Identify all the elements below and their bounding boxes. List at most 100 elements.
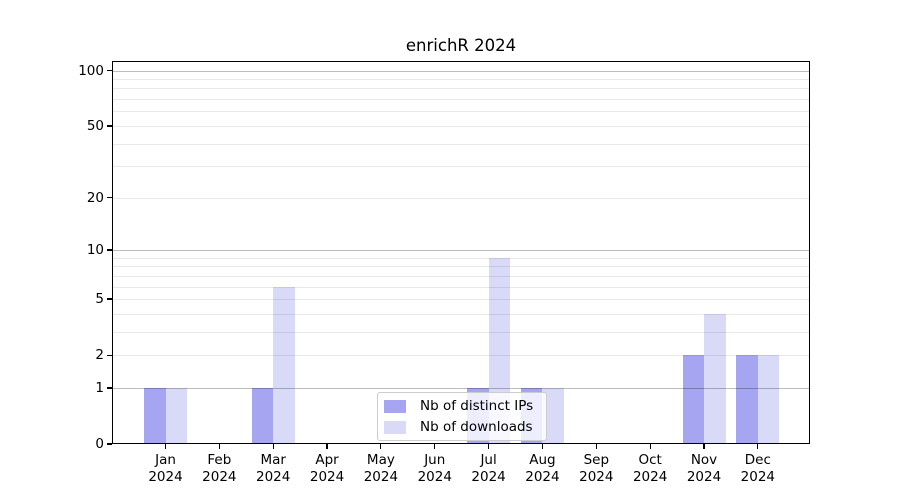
x-tick-year: 2024	[579, 469, 614, 485]
y-tick-label: 10	[86, 242, 104, 258]
gridline-minor	[112, 197, 810, 199]
legend-row-downloads: Nb of downloads	[384, 419, 540, 435]
gridline-minor	[112, 125, 810, 127]
legend-label-downloads: Nb of downloads	[420, 419, 533, 435]
x-tick-label-oct: Oct 2024	[610, 452, 690, 486]
x-tick-month: Mar	[260, 452, 286, 468]
y-tick-mark	[107, 249, 112, 251]
x-tick-mark	[380, 444, 382, 449]
gridline-minor	[112, 266, 810, 268]
x-tick-year: 2024	[632, 469, 668, 485]
gridline-minor	[112, 79, 810, 81]
gridline-major	[112, 70, 810, 72]
bar-nb-of-distinct-ips-nov	[682, 355, 704, 444]
y-tick-mark	[107, 443, 112, 445]
x-tick-month: Sep	[583, 452, 610, 468]
x-tick-month: Jul	[480, 452, 497, 468]
y-tick-label: 20	[86, 189, 104, 206]
x-tick-year: 2024	[471, 469, 506, 485]
bar-nb-of-distinct-ips-mar	[251, 387, 274, 444]
x-tick-mark	[703, 444, 705, 449]
x-tick-year: 2024	[686, 469, 722, 485]
x-tick-label-jun: Jun 2024	[395, 452, 475, 486]
y-tick-label: 100	[78, 62, 104, 79]
y-tick-mark	[107, 387, 112, 389]
gridline-minor	[112, 299, 810, 301]
gridline-major	[112, 250, 810, 251]
x-tick-year: 2024	[525, 469, 560, 485]
gridline-minor	[112, 331, 810, 333]
gridline-minor	[112, 275, 810, 277]
y-tick-mark	[107, 298, 112, 300]
y-tick-label: 5	[95, 291, 104, 308]
x-tick-month: Feb	[207, 452, 232, 468]
y-tick-mark	[107, 70, 112, 72]
x-tick-month: Apr	[315, 452, 339, 468]
x-tick-month: Jan	[155, 452, 176, 468]
bar-nb-of-downloads-nov	[704, 313, 726, 444]
x-tick-month: May	[366, 452, 395, 468]
x-tick-mark	[434, 444, 436, 449]
x-tick-label-apr: Apr 2024	[287, 452, 367, 486]
x-tick-label-may: May 2024	[341, 452, 421, 486]
x-tick-year: 2024	[417, 469, 452, 485]
y-tick-label: 0	[95, 436, 104, 452]
gridline-minor	[112, 111, 810, 113]
gridline-minor	[112, 286, 810, 288]
x-tick-label-aug: Aug 2024	[502, 452, 582, 486]
x-tick-year: 2024	[740, 469, 776, 485]
x-tick-mark	[272, 444, 274, 449]
y-tick-label: 1	[95, 379, 104, 396]
gridline-minor	[112, 88, 810, 90]
gridline-minor	[112, 143, 810, 145]
x-tick-mark	[757, 444, 759, 449]
x-tick-mark	[326, 444, 328, 449]
x-tick-month: Dec	[744, 452, 771, 468]
y-tick-mark	[107, 197, 112, 199]
y-tick-mark	[107, 125, 112, 127]
gridline-minor	[112, 166, 810, 168]
x-tick-mark	[649, 444, 651, 449]
y-tick-label: 50	[86, 117, 104, 134]
bar-nb-of-downloads-dec	[757, 355, 780, 444]
gridline-major	[112, 387, 810, 389]
x-tick-year: 2024	[363, 469, 399, 485]
gridline-minor	[112, 99, 810, 101]
x-tick-year: 2024	[148, 469, 183, 485]
x-tick-label-jul: Jul 2024	[449, 452, 529, 486]
x-tick-mark	[541, 444, 544, 449]
legend-swatch-downloads	[384, 420, 406, 434]
chart-title: enrichR 2024	[405, 36, 517, 55]
legend: Nb of distinct IPs Nb of downloads	[377, 392, 547, 441]
x-tick-month: Nov	[690, 452, 718, 468]
x-tick-year: 2024	[256, 469, 291, 485]
x-tick-mark	[595, 444, 597, 449]
bar-nb-of-distinct-ips-jan	[144, 387, 166, 444]
x-tick-label-dec: Dec 2024	[718, 452, 798, 486]
x-tick-label-nov: Nov 2024	[664, 452, 744, 486]
legend-label-distinct-ips: Nb of distinct IPs	[420, 398, 534, 414]
x-tick-label-sep: Sep 2024	[556, 452, 636, 486]
x-tick-month: Jun	[424, 452, 446, 468]
x-tick-mark	[488, 444, 490, 449]
bar-nb-of-downloads-jan	[165, 387, 187, 444]
x-tick-mark	[218, 444, 220, 449]
bar-nb-of-distinct-ips-dec	[736, 355, 758, 444]
x-tick-month: Aug	[529, 452, 556, 468]
x-tick-label-feb: Feb 2024	[179, 452, 259, 486]
legend-swatch-distinct-ips	[384, 399, 406, 413]
y-tick-label: 2	[95, 347, 104, 364]
bar-nb-of-downloads-mar	[273, 286, 295, 444]
y-tick-mark	[107, 354, 112, 356]
x-tick-month: Oct	[638, 452, 662, 468]
x-tick-year: 2024	[309, 469, 345, 485]
x-tick-label-jan: Jan 2024	[126, 452, 206, 486]
legend-row-distinct-ips: Nb of distinct IPs	[384, 398, 540, 414]
gridline-minor	[112, 355, 810, 357]
bar-nb-of-downloads-aug	[542, 387, 564, 444]
x-tick-label-mar: Mar 2024	[233, 452, 313, 486]
x-tick-mark	[164, 444, 167, 449]
x-tick-year: 2024	[202, 469, 237, 485]
gridline-minor	[112, 313, 810, 315]
